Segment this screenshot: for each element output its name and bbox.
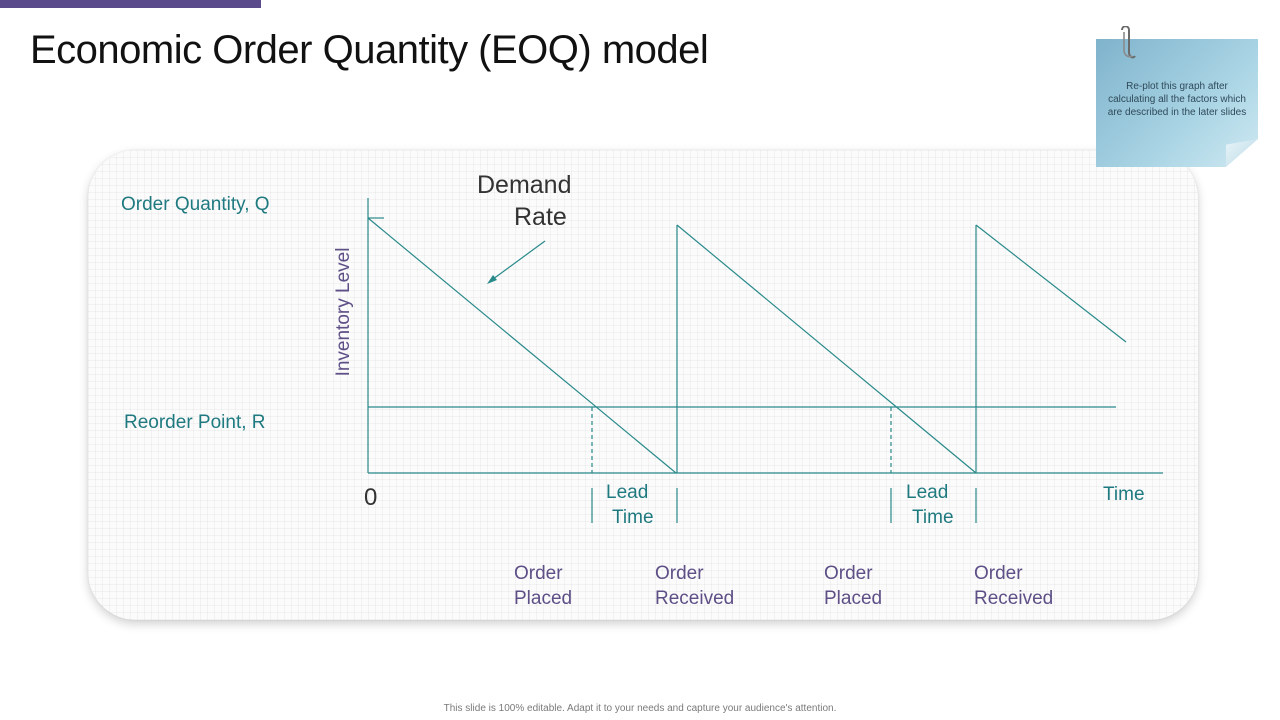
origin-label: 0 <box>364 484 378 511</box>
order-received-2-line1: Order <box>974 563 1023 584</box>
order-received-1-line1: Order <box>655 563 704 584</box>
order-received-2-line2: Received <box>974 588 1054 609</box>
order-placed-2-line2: Placed <box>824 588 883 609</box>
lead-time-1-line1: Lead <box>606 482 649 503</box>
order-received-1-line2: Received <box>655 588 735 609</box>
inventory-decline-2 <box>676 224 977 474</box>
slide-title: Economic Order Quantity (EOQ) model <box>30 28 709 72</box>
reorder-point-label: Reorder Point, R <box>124 412 266 433</box>
footer-note: This slide is 100% editable. Adapt it to… <box>443 703 837 714</box>
accent-bar <box>0 0 261 8</box>
sticky-note-text: Re-plot this graph after calculating all… <box>1107 81 1247 118</box>
lead-time-2-line1: Lead <box>906 482 949 503</box>
inventory-decline-3 <box>975 224 1127 343</box>
arrow-head-icon <box>487 275 497 284</box>
demand-rate-arrow <box>488 240 546 283</box>
order-quantity-label: Order Quantity, Q <box>121 194 270 215</box>
diagram-panel <box>88 150 1198 620</box>
demand-rate-label-line2: Rate <box>514 203 567 231</box>
inventory-decline-1 <box>367 217 677 474</box>
y-axis-label: Inventory Level <box>333 247 354 377</box>
x-axis-label: Time <box>1103 484 1145 505</box>
demand-rate-label-line1: Demand <box>477 171 572 199</box>
order-placed-2-line1: Order <box>824 563 873 584</box>
order-placed-1-line1: Order <box>514 563 563 584</box>
lead-time-2-line2: Time <box>912 507 954 528</box>
lead-time-1-line2: Time <box>612 507 654 528</box>
order-placed-1-line2: Placed <box>514 588 573 609</box>
paperclip-icon <box>1121 26 1136 59</box>
